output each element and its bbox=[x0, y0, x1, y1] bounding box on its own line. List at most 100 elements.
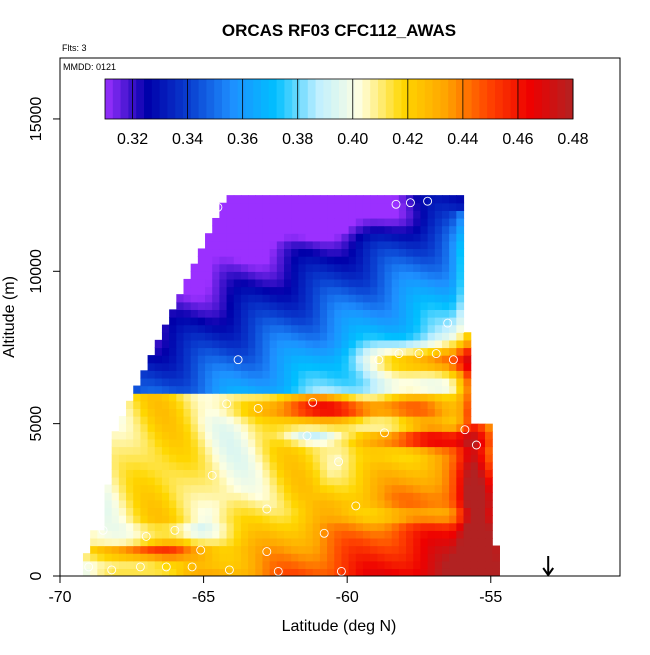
heatmap-cell bbox=[248, 438, 256, 448]
heatmap-cell bbox=[248, 202, 256, 211]
heatmap-cell bbox=[197, 385, 206, 394]
heatmap-cell bbox=[420, 454, 429, 463]
heatmap-cell bbox=[140, 507, 149, 516]
heatmap-cell bbox=[183, 461, 192, 470]
heatmap-cell bbox=[427, 294, 436, 303]
heatmap-cell bbox=[118, 431, 127, 440]
heatmap-cell bbox=[362, 347, 371, 356]
heatmap-cell bbox=[219, 461, 228, 470]
heatmap-cell bbox=[398, 461, 407, 470]
heatmap-cell bbox=[276, 309, 285, 318]
heatmap-cell bbox=[398, 278, 407, 288]
heatmap-cell bbox=[470, 446, 479, 455]
heatmap-cell bbox=[492, 568, 500, 576]
heatmap-cell bbox=[226, 476, 235, 486]
heatmap-cell bbox=[341, 324, 350, 333]
heatmap-cell bbox=[176, 545, 185, 554]
colorbar-swatch bbox=[378, 79, 387, 119]
heatmap-cell bbox=[233, 217, 242, 227]
heatmap-cell bbox=[298, 438, 307, 448]
heatmap-cell bbox=[190, 522, 199, 531]
heatmap-cell bbox=[413, 522, 422, 531]
heatmap-cell bbox=[291, 286, 299, 295]
heatmap-cell bbox=[233, 492, 242, 501]
heatmap-cell bbox=[413, 317, 422, 326]
heatmap-cell bbox=[398, 515, 407, 524]
heatmap-cell bbox=[355, 408, 364, 417]
heatmap-cell bbox=[255, 545, 264, 554]
heatmap-cell bbox=[334, 332, 343, 341]
heatmap-cell bbox=[319, 339, 328, 349]
heatmap-cell bbox=[212, 461, 220, 470]
heatmap-cell bbox=[391, 530, 400, 539]
heatmap-cell bbox=[377, 355, 386, 364]
heatmap-cell bbox=[147, 400, 156, 410]
heatmap-cell bbox=[118, 446, 127, 455]
heatmap-cell bbox=[420, 294, 429, 303]
colorbar-swatch bbox=[183, 79, 192, 119]
heatmap-cell bbox=[248, 271, 256, 280]
heatmap-cell bbox=[370, 233, 378, 242]
heatmap-cell bbox=[355, 507, 364, 516]
heatmap-cell bbox=[441, 492, 450, 501]
heatmap-cell bbox=[449, 454, 457, 463]
heatmap-cell bbox=[312, 332, 321, 341]
heatmap-cell bbox=[219, 240, 228, 250]
heatmap-cell bbox=[176, 507, 185, 516]
heatmap-cell bbox=[248, 568, 256, 576]
heatmap-cell bbox=[341, 286, 350, 295]
heatmap-cell bbox=[456, 484, 465, 493]
heatmap-cell bbox=[384, 355, 393, 364]
heatmap-cell bbox=[269, 499, 278, 509]
heatmap-cell bbox=[97, 560, 106, 569]
heatmap-cell bbox=[370, 408, 378, 417]
heatmap-cell bbox=[485, 461, 493, 470]
heatmap-cell bbox=[362, 240, 371, 250]
heatmap-cell bbox=[463, 377, 472, 387]
heatmap-cell bbox=[276, 317, 285, 326]
heatmap-cell bbox=[456, 393, 465, 402]
heatmap-cell bbox=[269, 248, 278, 257]
heatmap-cell bbox=[161, 416, 170, 425]
heatmap-cell bbox=[449, 423, 457, 432]
colorbar-swatch bbox=[136, 79, 145, 119]
colorbar-tick-label: 0.34 bbox=[172, 131, 203, 148]
heatmap-cell bbox=[470, 530, 479, 539]
heatmap-cell bbox=[348, 332, 357, 341]
heatmap-cell bbox=[298, 454, 307, 463]
heatmap-cell bbox=[276, 545, 285, 554]
heatmap-cell bbox=[449, 233, 457, 242]
heatmap-cell bbox=[441, 499, 450, 509]
heatmap-cell bbox=[355, 225, 364, 234]
sample-point bbox=[351, 501, 361, 511]
heatmap-cell bbox=[355, 362, 364, 371]
colorbar-swatch bbox=[463, 79, 473, 119]
heatmap-cell bbox=[126, 530, 134, 539]
heatmap-cell bbox=[291, 278, 299, 288]
heatmap-cell bbox=[485, 507, 493, 516]
heatmap-cell bbox=[276, 560, 285, 569]
heatmap-cell bbox=[327, 317, 335, 326]
heatmap-cell bbox=[434, 301, 443, 310]
heatmap-cell bbox=[240, 286, 249, 295]
heatmap-cell bbox=[169, 484, 177, 493]
heatmap-cell bbox=[355, 492, 364, 501]
heatmap-cell bbox=[391, 233, 400, 242]
heatmap-cell bbox=[413, 454, 422, 463]
heatmap-cell bbox=[312, 271, 321, 280]
heatmap-cell bbox=[398, 393, 407, 402]
heatmap-cell bbox=[104, 515, 113, 524]
heatmap-cell bbox=[341, 553, 350, 562]
heatmap-cell bbox=[312, 492, 321, 501]
heatmap-cell bbox=[226, 393, 235, 402]
heatmap-cell bbox=[420, 233, 429, 242]
heatmap-cell bbox=[255, 271, 264, 280]
heatmap-cell bbox=[262, 438, 271, 448]
heatmap-cell bbox=[485, 469, 493, 478]
heatmap-cell bbox=[327, 560, 335, 569]
heatmap-cell bbox=[90, 553, 98, 562]
heatmap-cell bbox=[291, 301, 299, 310]
colorbar-swatch bbox=[424, 79, 434, 119]
heatmap-cell bbox=[456, 339, 465, 349]
heatmap-cell bbox=[413, 446, 422, 455]
